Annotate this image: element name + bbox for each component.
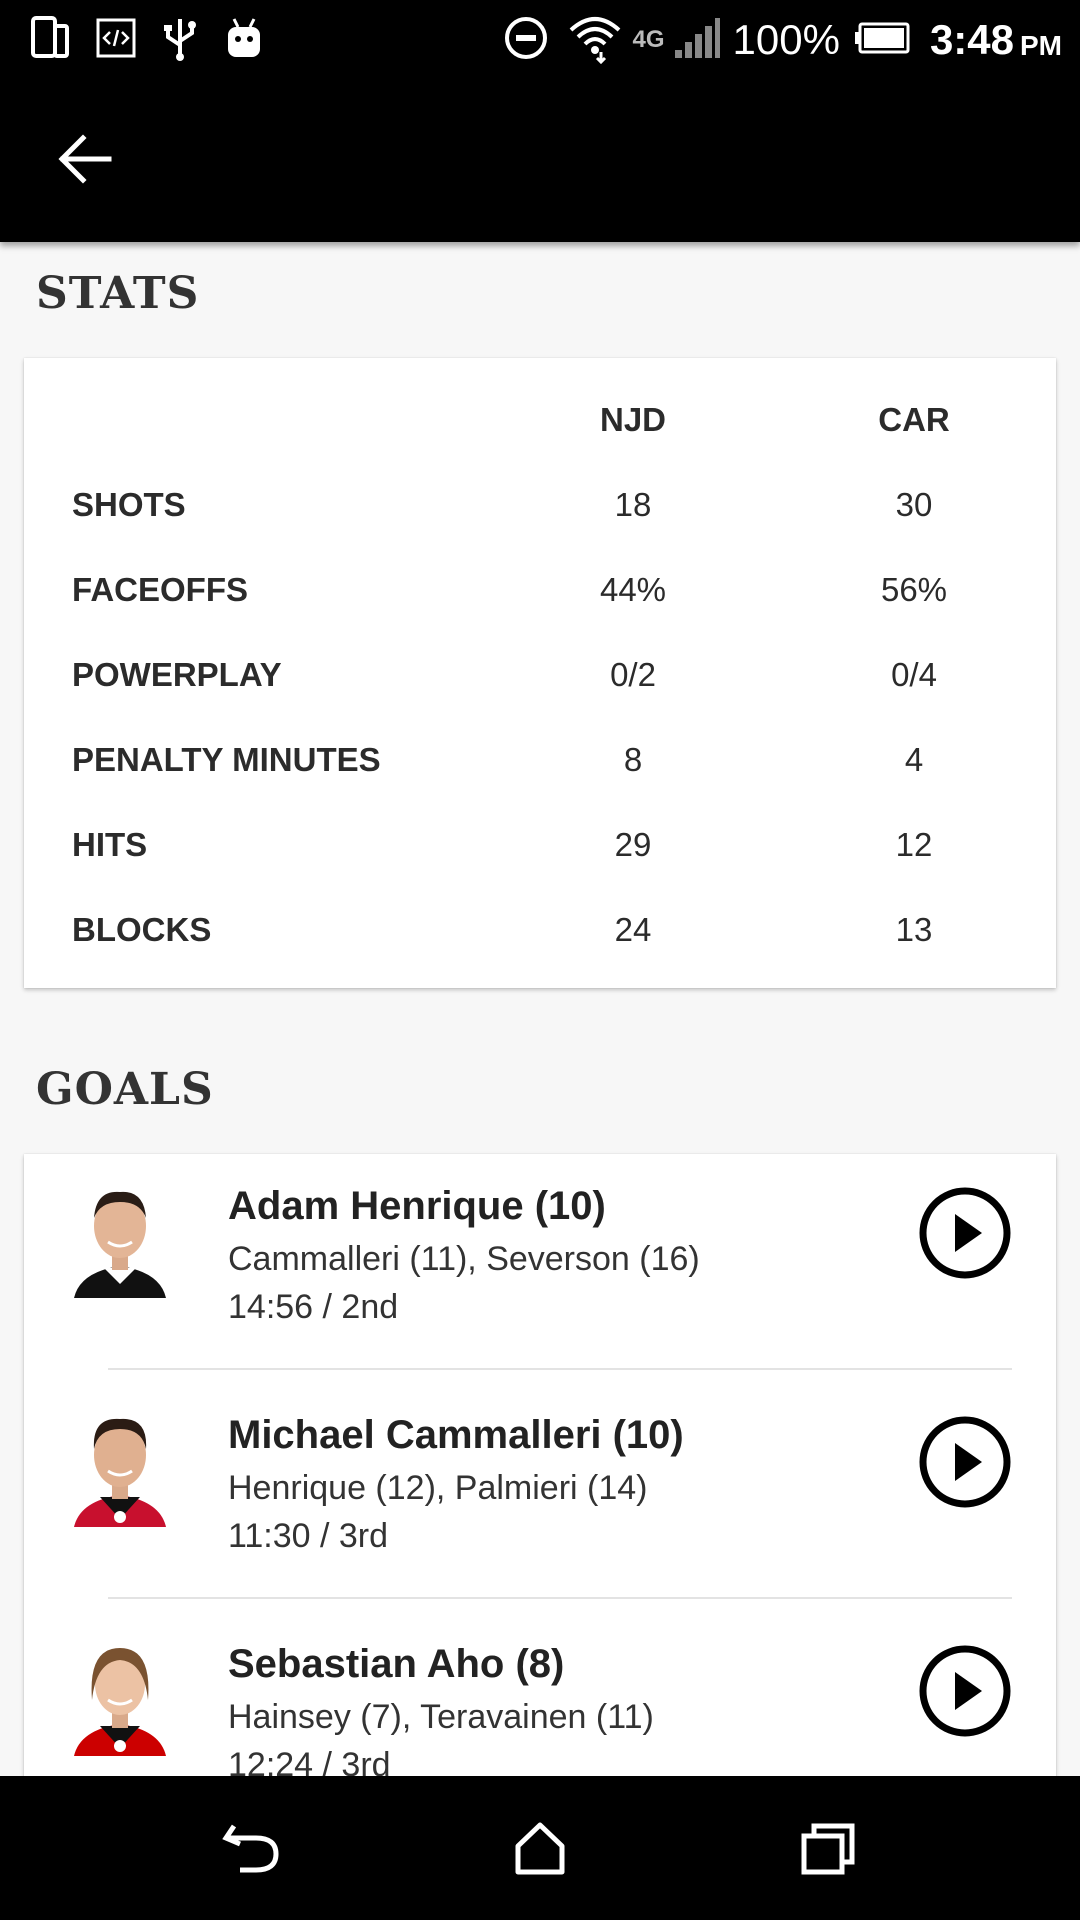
stat-car-value: 4 — [904, 741, 924, 778]
stat-car-value: 0/4 — [891, 656, 937, 693]
stats-row-hits: HITS 29 12 — [24, 815, 1056, 875]
usb-icon — [162, 15, 198, 66]
stats-row-powerplay: POWERPLAY 0/2 0/4 — [24, 645, 1056, 705]
team-njd-header: NJD — [599, 401, 667, 438]
stat-njd-value: 24 — [614, 911, 652, 948]
home-icon — [515, 1822, 565, 1875]
device-icon — [30, 15, 70, 65]
stat-car-value: 13 — [895, 911, 933, 948]
back-button[interactable] — [40, 114, 130, 204]
goal-assists: Henrique (12), Palmieri (14) — [228, 1469, 648, 1507]
goal-item[interactable]: Sebastian Aho (8) Hainsey (7), Teravaine… — [24, 1612, 1056, 1794]
nav-back-icon — [222, 1824, 279, 1873]
goal-item[interactable]: Adam Henrique (10) Cammalleri (11), Seve… — [24, 1154, 1056, 1383]
stat-njd-value: 0/2 — [610, 656, 656, 693]
stat-label: PENALTY MINUTES — [72, 741, 381, 778]
status-bar: 4G 100% 3:48 PM — [0, 0, 1080, 80]
stat-label: BLOCKS — [72, 911, 212, 948]
status-ampm: PM — [1020, 30, 1062, 61]
stats-row-blocks: BLOCKS 24 13 — [24, 900, 1056, 960]
stat-car-value: 12 — [895, 826, 933, 863]
stats-row-faceoffs: FACEOFFS 44% 56% — [24, 560, 1056, 620]
team-car-header: CAR — [878, 401, 950, 438]
android-debug-icon — [224, 17, 264, 64]
play-video-button[interactable] — [918, 1415, 1012, 1509]
nav-recents-button[interactable] — [788, 1812, 868, 1884]
stat-njd-value: 29 — [614, 826, 652, 863]
wifi-icon — [567, 12, 623, 69]
nav-back-button[interactable] — [212, 1812, 292, 1884]
stat-label: POWERPLAY — [72, 656, 282, 693]
stats-row-penalty-minutes: PENALTY MINUTES 8 4 — [24, 730, 1056, 790]
goal-time: 11:30 / 3rd — [228, 1517, 389, 1555]
arrow-left-icon — [58, 134, 112, 184]
status-notification-icons — [30, 14, 264, 66]
stat-njd-value: 8 — [623, 741, 643, 778]
goal-assists: Cammalleri (11), Severson (16) — [228, 1240, 700, 1278]
play-video-button[interactable] — [918, 1644, 1012, 1738]
do-not-disturb-icon — [503, 15, 549, 66]
stat-label: FACEOFFS — [72, 571, 249, 608]
stat-car-value: 30 — [895, 486, 933, 523]
goals-title: GOALS — [36, 1064, 214, 1115]
stat-njd-value: 18 — [614, 486, 652, 523]
divider — [108, 1368, 1012, 1370]
play-circle-icon — [919, 1645, 1011, 1737]
goal-item[interactable]: Michael Cammalleri (10) Henrique (12), P… — [24, 1383, 1056, 1612]
stats-header-row: NJD CAR — [24, 390, 1056, 450]
app-bar — [0, 80, 1080, 242]
player-avatar — [70, 1180, 170, 1300]
stat-label: SHOTS — [72, 486, 186, 523]
goal-scorer: Adam Henrique (10) — [228, 1184, 606, 1228]
battery-icon — [854, 22, 910, 59]
divider — [108, 1597, 1012, 1599]
recent-apps-icon — [801, 1823, 855, 1875]
nav-home-button[interactable] — [500, 1812, 580, 1884]
play-circle-icon — [919, 1187, 1011, 1279]
network-type-icon: 4G — [632, 26, 665, 53]
stats-title: STATS — [36, 268, 200, 319]
status-system-icons: 4G 100% 3:48 PM — [503, 10, 1062, 70]
goal-assists: Hainsey (7), Teravainen (11) — [228, 1698, 654, 1736]
goal-time: 14:56 / 2nd — [228, 1288, 399, 1326]
player-avatar — [70, 1638, 170, 1758]
stat-njd-value: 44% — [599, 571, 667, 608]
stats-card: NJD CAR SHOTS 18 30 FACEOFFS 44% 56% POW… — [24, 358, 1056, 988]
goal-scorer: Michael Cammalleri (10) — [228, 1413, 684, 1457]
goal-scorer: Sebastian Aho (8) — [228, 1642, 565, 1686]
status-time: 3:48 — [929, 16, 1014, 63]
signal-icon — [673, 16, 721, 65]
player-avatar — [70, 1409, 170, 1529]
play-circle-icon — [919, 1416, 1011, 1508]
navigation-bar — [0, 1776, 1080, 1920]
stat-label: HITS — [72, 826, 148, 863]
play-video-button[interactable] — [918, 1186, 1012, 1280]
goals-card: Adam Henrique (10) Cammalleri (11), Seve… — [24, 1154, 1056, 1794]
stat-car-value: 56% — [880, 571, 948, 608]
battery-percent: 100% — [732, 16, 840, 63]
code-icon — [96, 18, 136, 63]
stats-row-shots: SHOTS 18 30 — [24, 475, 1056, 535]
